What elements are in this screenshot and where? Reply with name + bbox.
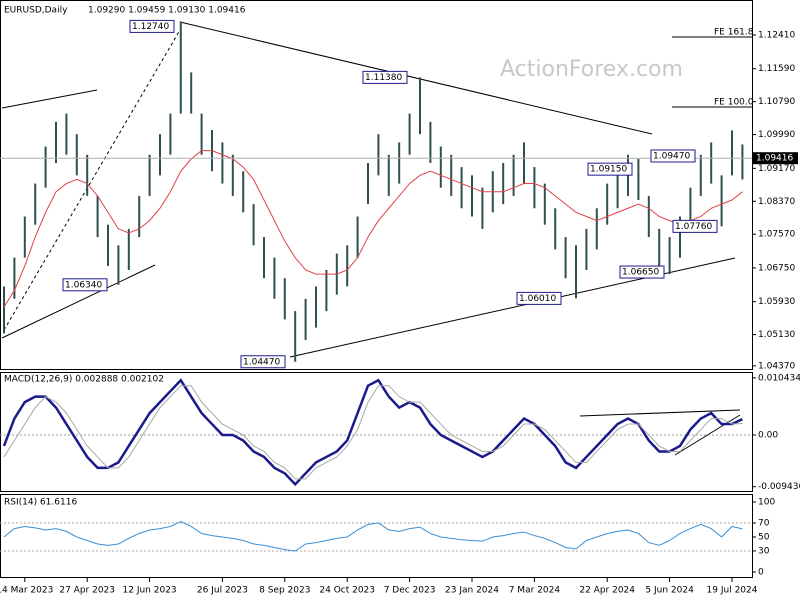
y-tick-label: 1.12410 — [758, 30, 795, 40]
trendline — [179, 21, 653, 135]
fe-label: FE 161.8 — [714, 28, 754, 38]
swing-box — [619, 265, 665, 279]
x-tick-label: 14 Mar 2023 — [0, 586, 53, 596]
swing-box — [587, 162, 633, 176]
trendline — [1, 89, 98, 109]
rsi-title: RSI(14) 61.6116 — [4, 498, 77, 508]
x-tick-label: 12 Jun 2023 — [123, 586, 177, 596]
swing-box — [240, 355, 286, 369]
y-tick-label: 0.00 — [758, 431, 778, 441]
watermark: ActionForex.com — [500, 57, 683, 82]
swing-label: 1.06650 — [622, 268, 659, 278]
y-tick-label: 1.11590 — [758, 64, 795, 74]
x-tick-label: 19 Jul 2024 — [707, 586, 758, 596]
swing-box — [362, 70, 408, 84]
macd-line — [2, 378, 743, 487]
swing-label: 1.04470 — [243, 357, 280, 367]
y-tick-label: -0.009436 — [758, 482, 800, 492]
y-tick-label: 100 — [758, 497, 775, 507]
swing-label: 1.06010 — [519, 294, 556, 304]
y-tick-label: 0 — [758, 567, 764, 577]
x-tick-label: 8 Sep 2023 — [259, 586, 310, 596]
last-price-box — [752, 152, 798, 165]
y-tick-label: 70 — [758, 518, 770, 528]
y-tick-label: 1.05930 — [758, 297, 795, 307]
trendline — [1, 264, 156, 339]
trendline — [3, 29, 181, 331]
macd-title: MACD(12,26,9) 0.002888 0.002102 — [4, 375, 164, 385]
x-tick-label: 7 Dec 2023 — [384, 586, 436, 596]
x-tick-label: 22 Apr 2024 — [579, 586, 635, 596]
swing-label: 1.09470 — [653, 151, 690, 161]
x-tick-label: 27 Apr 2023 — [59, 586, 115, 596]
price-panel — [0, 0, 753, 370]
y-tick-label: 30 — [758, 546, 770, 556]
x-tick-label: 24 Oct 2023 — [319, 586, 375, 596]
symbol: EURUSD,Daily — [4, 6, 68, 16]
signal-line — [3, 385, 743, 480]
swing-label: 1.06340 — [65, 280, 102, 290]
y-tick-label: 1.07570 — [758, 230, 795, 240]
macd-panel — [0, 372, 753, 492]
x-tick-label: 23 Jan 2024 — [445, 586, 499, 596]
swing-label: 1.11380 — [365, 73, 402, 83]
x-tick-label: 7 Mar 2024 — [509, 586, 561, 596]
y-tick-label: 1.09170 — [758, 164, 795, 174]
y-tick-label: 50 — [758, 532, 770, 542]
swing-box — [129, 19, 175, 33]
last-price-label: 1.09416 — [756, 154, 793, 164]
swing-box — [516, 291, 562, 305]
swing-box — [62, 278, 108, 292]
moving-average — [3, 150, 743, 308]
x-tick-label: 26 Jul 2023 — [197, 586, 248, 596]
rsi-panel — [0, 494, 753, 578]
y-tick-label: 1.04370 — [758, 361, 795, 371]
y-tick-label: 1.09990 — [758, 130, 795, 140]
y-tick-label: 1.08370 — [758, 197, 795, 207]
y-tick-label: 1.10790 — [758, 97, 795, 107]
x-tick-label: 5 Jun 2024 — [645, 586, 694, 596]
swing-label: 1.07760 — [675, 222, 712, 232]
swing-label: 1.12740 — [132, 22, 169, 32]
trendline — [674, 414, 741, 456]
trendline — [579, 409, 741, 417]
trendlines — [1, 21, 741, 456]
fe-label: FE 100.0 — [714, 98, 754, 108]
y-tick-label: 0.010434 — [758, 373, 800, 383]
swing-box — [650, 149, 696, 163]
swing-label: 1.09150 — [590, 165, 627, 175]
swing-box — [672, 219, 718, 233]
ohlc-text: 1.09290 1.09459 1.09130 1.09416 — [88, 6, 246, 16]
rsi-line — [3, 521, 743, 552]
y-tick-label: 1.06750 — [758, 263, 795, 273]
y-tick-label: 1.05130 — [758, 330, 795, 340]
